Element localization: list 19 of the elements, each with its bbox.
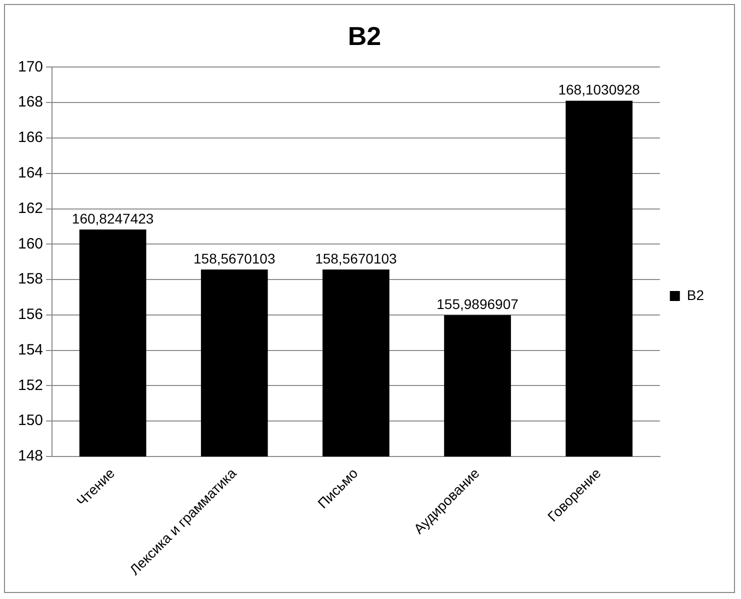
y-tick-label: 162 <box>18 200 44 217</box>
y-tick-label: 150 <box>18 412 44 430</box>
legend-label: B2 <box>686 286 704 303</box>
y-tick-label: 158 <box>18 270 44 288</box>
data-label: 168,1030928 <box>558 82 640 98</box>
data-label: 160,8247423 <box>72 210 154 226</box>
y-tick-label: 154 <box>18 341 44 358</box>
y-tick-label: 170 <box>18 58 44 76</box>
y-tick-label: 156 <box>18 306 44 324</box>
y-tick-label: 152 <box>18 376 44 394</box>
y-tick-label: 166 <box>18 129 44 146</box>
y-tick-label: 160 <box>18 235 44 252</box>
data-label: 155,9896907 <box>436 296 519 312</box>
y-tick-label: 164 <box>18 164 44 182</box>
y-tick-label: 148 <box>18 448 44 465</box>
chart-title: B2 <box>348 20 382 51</box>
data-label: 158,5670103 <box>194 250 276 266</box>
data-label: 158,5670103 <box>315 250 398 266</box>
y-tick-label: 168 <box>18 94 44 111</box>
